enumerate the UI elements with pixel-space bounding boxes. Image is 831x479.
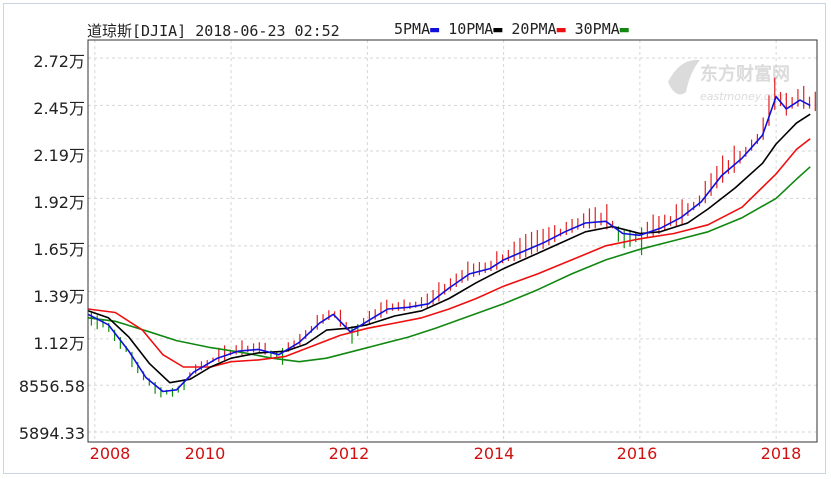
y-tick-label: 1.65万 bbox=[33, 240, 85, 259]
legend-10pma-label: 10PMA bbox=[448, 20, 494, 38]
x-tick-label: 2008 bbox=[89, 444, 131, 463]
y-tick-label: 2.45万 bbox=[33, 99, 85, 118]
watermark-cn: 东方财富网 bbox=[700, 63, 790, 85]
legend-5pma-swatch: ▬ bbox=[430, 20, 440, 38]
y-tick-label: 8556.58 bbox=[18, 377, 85, 396]
legend-5pma-label: 5PMA bbox=[394, 20, 431, 38]
plot-area-border bbox=[87, 39, 818, 443]
series-line-20pma bbox=[87, 138, 811, 368]
y-tick-label: 1.92万 bbox=[33, 193, 85, 212]
legend-30pma-label: 30PMA bbox=[574, 20, 620, 38]
x-tick-label: 2018 bbox=[760, 444, 802, 463]
y-tick-label: 5894.33 bbox=[18, 424, 85, 443]
watermark-en: eastmoney.com bbox=[700, 90, 787, 103]
series-line-10pma bbox=[87, 113, 811, 384]
chart-frame bbox=[3, 3, 826, 474]
eastmoney-logo-icon bbox=[668, 59, 700, 95]
legend-10pma-swatch: ▬ bbox=[493, 20, 503, 38]
ma-legend: 5PMA▬ 10PMA▬ 20PMA▬ 30PMA▬ bbox=[394, 20, 629, 38]
x-tick-label: 2016 bbox=[616, 444, 658, 463]
chart-title: 道琼斯[DJIA] 2018-06-23 02:52 bbox=[87, 22, 340, 40]
legend-20pma-label: 20PMA bbox=[511, 20, 557, 38]
series-line-30pma bbox=[87, 166, 811, 363]
legend-30pma-swatch: ▬ bbox=[619, 20, 629, 38]
y-tick-label: 1.12万 bbox=[33, 334, 85, 353]
x-tick-label: 2012 bbox=[328, 444, 370, 463]
y-tick-label: 2.19万 bbox=[33, 146, 85, 165]
y-tick-label: 2.72万 bbox=[33, 52, 85, 71]
y-tick-label: 1.39万 bbox=[33, 287, 85, 306]
series-line-5pma bbox=[87, 95, 811, 393]
x-tick-label: 2010 bbox=[184, 444, 226, 463]
legend-20pma-swatch: ▬ bbox=[556, 20, 566, 38]
x-tick-label: 2014 bbox=[473, 444, 515, 463]
